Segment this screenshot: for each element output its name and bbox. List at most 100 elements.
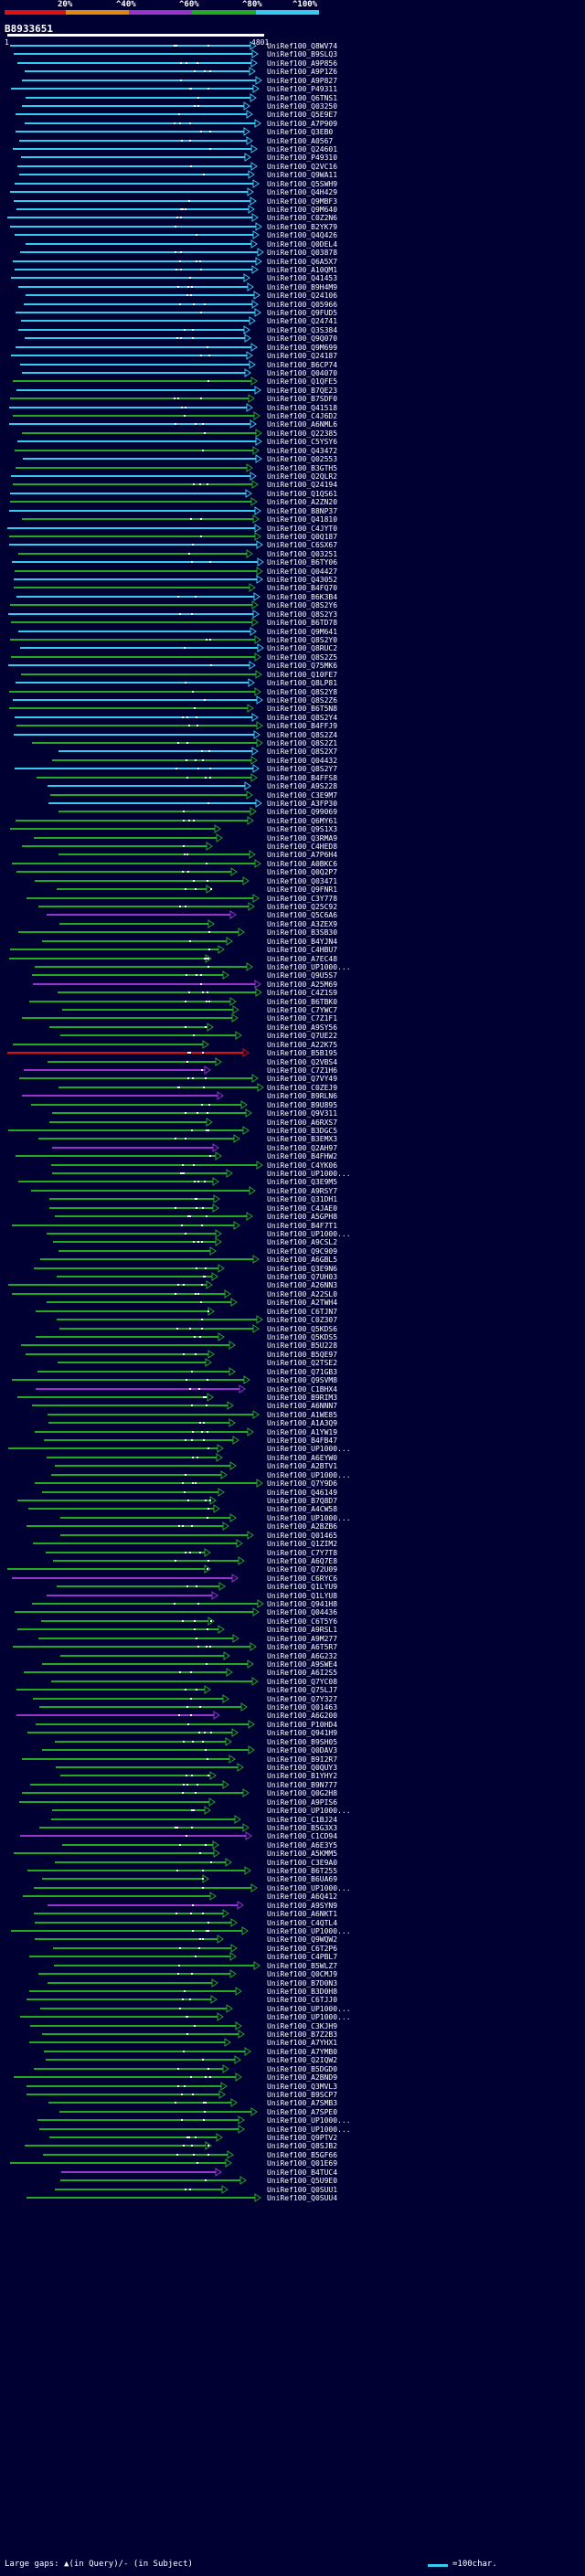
hit-label[interactable]: UniRef100_B6TY06 [267, 558, 337, 567]
hit-label[interactable]: UniRef100_Q0SUU4 [267, 2194, 337, 2202]
hit-label[interactable]: UniRef100_A9SWE4 [267, 1660, 337, 1669]
hit-label[interactable]: UniRef100_Q0Q187 [267, 533, 337, 541]
hit-label[interactable]: UniRef100_A7SPE0 [267, 2108, 337, 2116]
hit-label[interactable]: UniRef100_Q9SVM8 [267, 1376, 337, 1384]
hit-label[interactable]: UniRef100_B7Q8D7 [267, 1497, 337, 1505]
hit-label[interactable]: UniRef100_Q24194 [267, 481, 337, 489]
hit-label[interactable]: UniRef100_Q22385 [267, 429, 337, 438]
hit-label[interactable]: UniRef100_Q01463 [267, 1703, 337, 1712]
hit-label[interactable]: UniRef100_Q9M641 [267, 628, 337, 636]
hit-label[interactable]: UniRef100_Q8S2Y0 [267, 636, 337, 644]
hit-label[interactable]: UniRef100_B7QE23 [267, 387, 337, 395]
hit-label[interactable]: UniRef100_A9P827 [267, 77, 337, 85]
hit-label[interactable]: UniRef100_B5QE97 [267, 1351, 337, 1359]
hit-label[interactable]: UniRef100_B6TD78 [267, 619, 337, 627]
hit-label[interactable]: UniRef100_Q04432 [267, 757, 337, 765]
hit-label[interactable]: UniRef100_Q6MY61 [267, 817, 337, 825]
hit-label[interactable]: UniRef100_C4JYT0 [267, 525, 337, 533]
hit-label[interactable]: UniRef100_C0Z307 [267, 1316, 337, 1324]
hit-label[interactable]: UniRef100_UP1000... [267, 1927, 351, 1935]
hit-label[interactable]: UniRef100_Q9PTV2 [267, 2134, 337, 2142]
hit-label[interactable]: UniRef100_B5U228 [267, 1341, 337, 1350]
hit-label[interactable]: UniRef100_Q3S384 [267, 326, 337, 334]
hit-label[interactable]: UniRef100_A5GPH8 [267, 1213, 337, 1221]
hit-label[interactable]: UniRef100_Q9S1X3 [267, 825, 337, 833]
hit-label[interactable]: UniRef100_Q4Q426 [267, 231, 337, 239]
hit-label[interactable]: UniRef100_UP1000... [267, 2005, 351, 2013]
hit-label[interactable]: UniRef100_Q2QLR2 [267, 472, 337, 481]
hit-label[interactable]: UniRef100_UP1000... [267, 2125, 351, 2134]
hit-label[interactable]: UniRef100_C4QTL4 [267, 1919, 337, 1927]
hit-label[interactable]: UniRef100_C4PBL7 [267, 1953, 337, 1961]
hit-label[interactable]: UniRef100_C4YK06 [267, 1161, 337, 1170]
hit-label[interactable]: UniRef100_Q31DH1 [267, 1195, 337, 1203]
hit-label[interactable]: UniRef100_Q2VBS4 [267, 1058, 337, 1066]
hit-label[interactable]: UniRef100_A7P909 [267, 120, 337, 128]
hit-label[interactable]: UniRef100_Q24601 [267, 145, 337, 154]
hit-label[interactable]: UniRef100_Q03878 [267, 249, 337, 257]
hit-label[interactable]: UniRef100_Q5SWH9 [267, 180, 337, 188]
hit-label[interactable]: UniRef100_Q7UH03 [267, 1273, 337, 1281]
hit-label[interactable]: UniRef100_B6T5N8 [267, 705, 337, 713]
hit-label[interactable]: UniRef100_Q0DEL4 [267, 240, 337, 249]
hit-label[interactable]: UniRef100_A6E3Y5 [267, 1841, 337, 1850]
hit-label[interactable]: UniRef100_A9SYN9 [267, 1902, 337, 1910]
hit-label[interactable]: UniRef100_B5DGD0 [267, 2065, 337, 2073]
hit-label[interactable]: UniRef100_Q03250 [267, 102, 337, 111]
hit-label[interactable]: UniRef100_A2ZN20 [267, 498, 337, 506]
hit-label[interactable]: UniRef100_B6UA69 [267, 1875, 337, 1883]
hit-label[interactable]: UniRef100_Q3EB0 [267, 128, 333, 136]
hit-label[interactable]: UniRef100_C6TJN7 [267, 1308, 337, 1316]
hit-label[interactable]: UniRef100_B9RLN6 [267, 1092, 337, 1100]
hit-label[interactable]: UniRef100_Q8S2Y3 [267, 610, 337, 619]
hit-label[interactable]: UniRef100_Q04436 [267, 1608, 337, 1617]
hit-label[interactable]: UniRef100_A0567 [267, 137, 333, 145]
hit-label[interactable]: UniRef100_Q7YC08 [267, 1678, 337, 1686]
hit-label[interactable]: UniRef100_Q75LJ7 [267, 1686, 337, 1694]
hit-label[interactable]: UniRef100_C6TJJ0 [267, 1996, 337, 2004]
hit-label[interactable]: UniRef100_B6K3B4 [267, 593, 337, 601]
hit-label[interactable]: UniRef100_Q9U5S7 [267, 971, 337, 980]
hit-label[interactable]: UniRef100_Q0Q2P7 [267, 868, 337, 876]
hit-label[interactable]: UniRef100_C6RYC6 [267, 1574, 337, 1583]
hit-label[interactable]: UniRef100_B1YHY2 [267, 1772, 337, 1780]
hit-label[interactable]: UniRef100_Q2TSE2 [267, 1359, 337, 1367]
hit-label[interactable]: UniRef100_Q99069 [267, 808, 337, 816]
hit-label[interactable]: UniRef100_Q3E9N6 [267, 1265, 337, 1273]
hit-label[interactable]: UniRef100_B2YK79 [267, 223, 337, 231]
hit-label[interactable]: UniRef100_A6EYW0 [267, 1454, 337, 1462]
hit-label[interactable]: UniRef100_A1A3Q9 [267, 1419, 337, 1427]
hit-label[interactable]: UniRef100_Q7VY49 [267, 1075, 337, 1083]
hit-label[interactable]: UniRef100_A3FP30 [267, 800, 337, 808]
hit-label[interactable]: UniRef100_C7Z1F1 [267, 1014, 337, 1023]
hit-label[interactable]: UniRef100_Q03251 [267, 550, 337, 558]
hit-label[interactable]: UniRef100_P10HD4 [267, 1721, 337, 1729]
hit-label[interactable]: UniRef100_UP1000... [267, 1807, 351, 1815]
hit-label[interactable]: UniRef100_A6NML6 [267, 420, 337, 429]
hit-label[interactable]: UniRef100_B9SCP7 [267, 2091, 337, 2099]
hit-label[interactable]: UniRef100_Q3E9M5 [267, 1178, 337, 1186]
hit-label[interactable]: UniRef100_Q24187 [267, 352, 337, 360]
hit-label[interactable]: UniRef100_Q2AH97 [267, 1144, 337, 1152]
hit-label[interactable]: UniRef100_A6Q7E8 [267, 1557, 337, 1565]
hit-label[interactable]: UniRef100_UP1000... [267, 2013, 351, 2021]
hit-label[interactable]: UniRef100_B4FQ70 [267, 584, 337, 592]
hit-label[interactable]: UniRef100_A6NKT1 [267, 1910, 337, 1918]
hit-label[interactable]: UniRef100_UP1000... [267, 2116, 351, 2125]
hit-label[interactable]: UniRef100_Q71GB3 [267, 1368, 337, 1376]
hit-label[interactable]: UniRef100_C1BJ24 [267, 1816, 337, 1824]
hit-label[interactable]: UniRef100_Q941H8 [267, 1600, 337, 1608]
hit-label[interactable]: UniRef100_Q01E69 [267, 2159, 337, 2168]
hit-label[interactable]: UniRef100_UP1000... [267, 1471, 351, 1479]
hit-label[interactable]: UniRef100_Q41810 [267, 515, 337, 524]
hit-label[interactable]: UniRef100_C4HED8 [267, 843, 337, 851]
hit-label[interactable]: UniRef100_Q2IQW2 [267, 2056, 337, 2064]
hit-label[interactable]: UniRef100_A7SMB3 [267, 2099, 337, 2107]
hit-label[interactable]: UniRef100_A2BTV1 [267, 1462, 337, 1470]
hit-label[interactable]: UniRef100_Q10FE7 [267, 671, 337, 679]
hit-label[interactable]: UniRef100_Q41518 [267, 404, 337, 412]
hit-label[interactable]: UniRef100_A5KMM5 [267, 1850, 337, 1858]
hit-label[interactable]: UniRef100_B9SLQ3 [267, 50, 337, 58]
hit-label[interactable]: UniRef100_B4FHW2 [267, 1152, 337, 1161]
hit-label[interactable]: UniRef100_C1CD94 [267, 1832, 337, 1840]
